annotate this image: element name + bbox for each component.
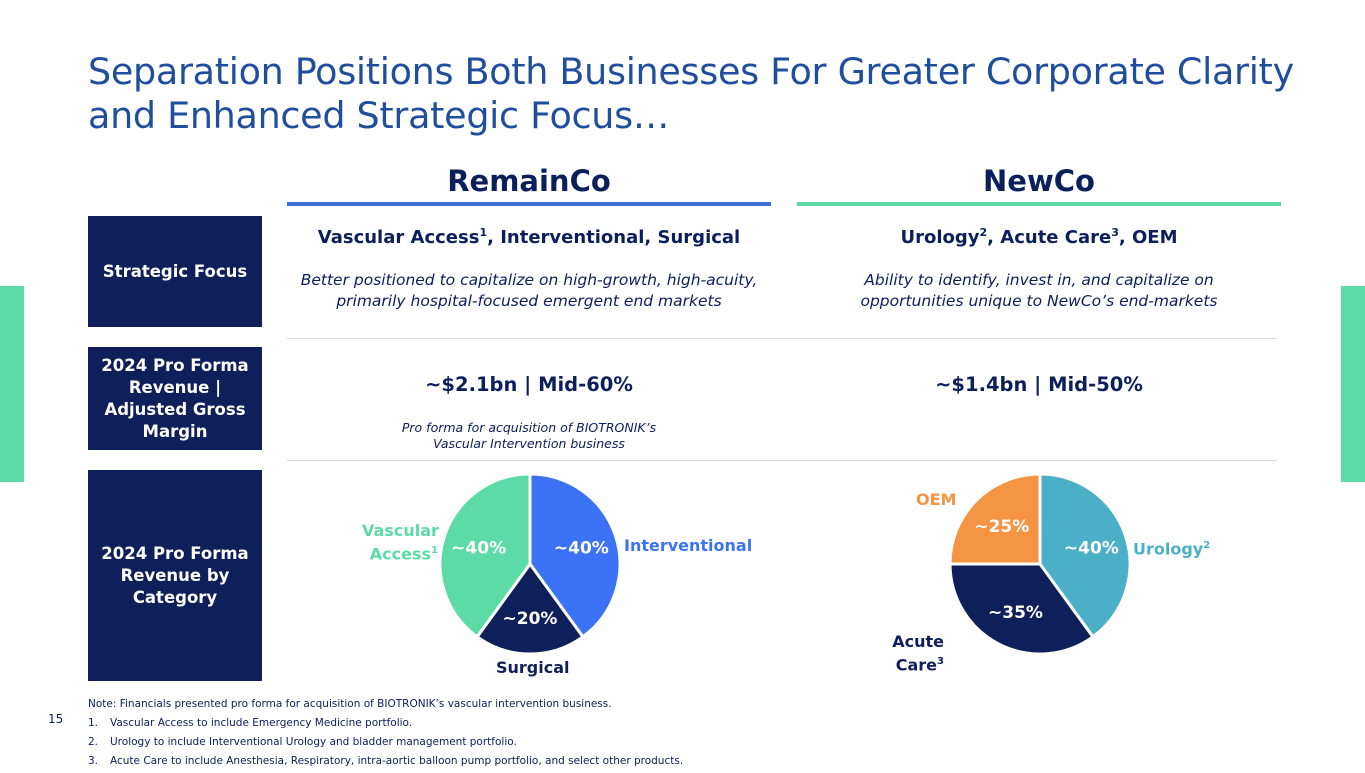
pie-category-label-surgical: Surgical [496, 658, 570, 677]
remainco-focus-b: , Interventional, Surgical [487, 227, 741, 248]
footnote-2: 2. Urology to include Interventional Urol… [88, 735, 683, 754]
remainco-focus-a-sup: 1 [479, 226, 488, 239]
row-separator-2 [287, 460, 1277, 461]
remainco-column-header: RemainCo [447, 164, 611, 198]
pie-data-label-interventional: ~40% [554, 538, 609, 558]
pie-data-label-oem: ~25% [974, 517, 1029, 537]
remainco-note-line-2: Vascular Intervention business [433, 436, 625, 451]
newco-revenue-pie-chart: ~40% ~35% ~25% [948, 472, 1132, 656]
remainco-revenue-pie-chart: ~40% ~20% ~40% [438, 472, 622, 656]
remainco-desc-line-1: Better positioned to capitalize on high-… [300, 271, 758, 289]
pie-data-label-acute-care: ~35% [988, 603, 1043, 623]
footnotes: Note: Financials presented pro forma for… [88, 697, 683, 773]
pie-data-label-vascular-access: ~40% [451, 538, 506, 558]
pie-slice-acute-care [948, 562, 1095, 656]
newco-focus-heading: Urology2, Acute Care3, OEM [797, 226, 1281, 248]
pie-slice-urology [1038, 472, 1132, 639]
remainco-focus-heading: Vascular Access1, Interventional, Surgic… [287, 226, 771, 248]
newco-column-header: NewCo [983, 164, 1095, 198]
remainco-revenue-value: ~$2.1bn | Mid-60% [425, 373, 633, 396]
pie-slice-interventional [528, 472, 622, 639]
footnote-3-text: Acute Care to include Anesthesia, Respir… [110, 755, 684, 767]
remainco-focus-a: Vascular Access [317, 227, 480, 248]
footnote-3: 3. Acute Care to include Anesthesia, Resp… [88, 754, 683, 773]
newco-revenue-value: ~$1.4bn | Mid-50% [935, 373, 1143, 396]
pie-category-label-urology: Urology2 [1133, 539, 1211, 559]
newco-focus-a: Urology [900, 227, 980, 248]
pie-slice-vascular-access [438, 472, 532, 639]
pie-data-label-urology: ~40% [1064, 538, 1119, 558]
pie-slice-oem [948, 472, 1042, 566]
page-number: 15 [48, 712, 64, 726]
newco-desc-line-1: Ability to identify, invest in, and capi… [864, 271, 1214, 289]
right-accent-bar [1341, 286, 1365, 482]
newco-header-rule [797, 202, 1281, 206]
pie-category-label-vascular-access: Vascular Access1 [362, 521, 439, 564]
newco-focus-c: , OEM [1118, 227, 1178, 248]
footnote-3-number: 3. [88, 755, 99, 767]
remainco-revenue-note: Pro forma for acquisition of BIOTRONIK’s… [287, 420, 771, 452]
pie-category-label-oem: OEM [916, 490, 957, 509]
newco-focus-description: Ability to identify, invest in, and capi… [797, 270, 1281, 312]
slide-title-line-1: Separation Positions Both Businesses For… [88, 50, 1294, 93]
remainco-desc-line-2: primarily hospital-focused emergent end … [336, 292, 722, 310]
remainco-header-rule [287, 202, 771, 206]
footnote-1-number: 1. [88, 717, 99, 729]
row-label-strategic-focus: Strategic Focus [88, 216, 262, 327]
newco-focus-a-sup: 2 [979, 226, 988, 239]
remainco-note-line-1: Pro forma for acquisition of BIOTRONIK’s [401, 420, 657, 435]
pie-category-label-acute-care: Acute Care3 [892, 632, 944, 675]
footnote-1: 1. Vascular Access to include Emergency M… [88, 716, 683, 735]
newco-desc-line-2: opportunities unique to NewCo’s end-mark… [860, 292, 1218, 310]
newco-focus-b-sup: 3 [1111, 226, 1119, 239]
footnote-1-text: Vascular Access to include Emergency Med… [110, 717, 413, 729]
footnote-main: Note: Financials presented pro forma for… [88, 698, 612, 710]
row-separator-1 [287, 338, 1277, 339]
remainco-focus-description: Better positioned to capitalize on high-… [287, 270, 771, 312]
pie-category-label-interventional: Interventional [624, 536, 753, 555]
footnote-2-text: Urology to include Interventional Urolog… [110, 736, 517, 748]
row-label-category: 2024 Pro Forma Revenue by Category [88, 470, 262, 681]
slide-title-line-2: and Enhanced Strategic Focus… [88, 94, 670, 137]
row-label-revenue: 2024 Pro Forma Revenue | Adjusted Gross … [88, 347, 262, 450]
slide-title: Separation Positions Both Businesses For… [88, 50, 1308, 138]
pie-data-label-surgical: ~20% [503, 609, 558, 629]
footnote-2-number: 2. [88, 736, 99, 748]
left-accent-bar [0, 286, 24, 482]
pie-slice-surgical [475, 561, 585, 656]
newco-focus-b: , Acute Care [987, 227, 1112, 248]
